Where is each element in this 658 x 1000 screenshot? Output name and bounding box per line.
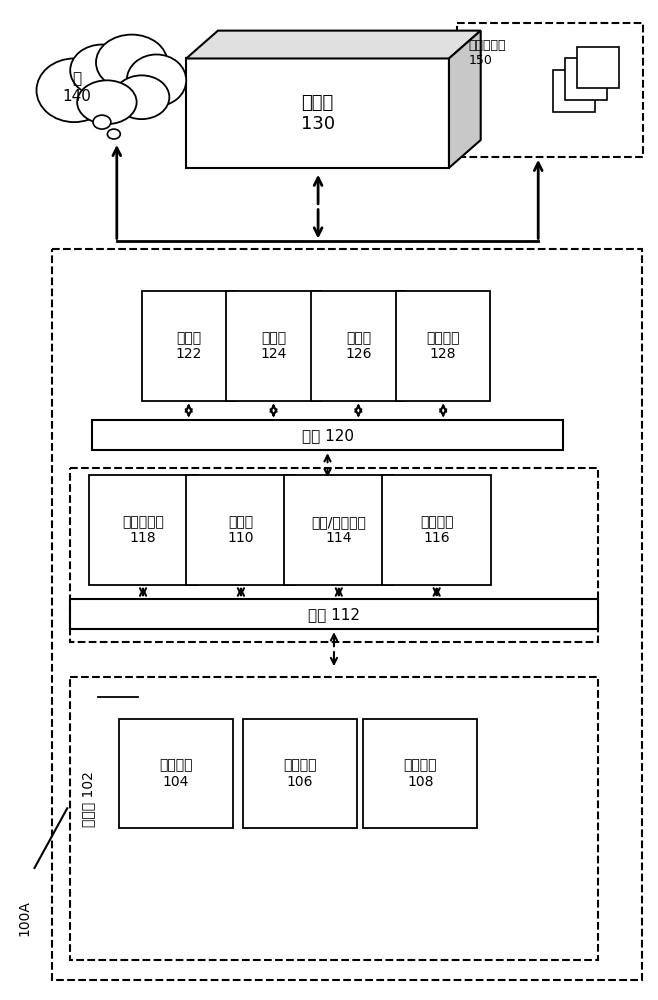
Bar — [141, 291, 236, 401]
Polygon shape — [449, 31, 481, 168]
Bar — [186, 58, 449, 168]
Text: 分布式系统
150: 分布式系统 150 — [468, 39, 506, 67]
Ellipse shape — [36, 58, 112, 122]
Text: 游戏界面
128: 游戏界面 128 — [426, 331, 460, 361]
Bar — [311, 291, 405, 401]
Text: 通信模块
116: 通信模块 116 — [420, 515, 453, 545]
Bar — [118, 719, 233, 828]
Text: 应用程序
106: 应用程序 106 — [283, 758, 316, 789]
Ellipse shape — [114, 75, 169, 119]
Text: 服务器
130: 服务器 130 — [301, 94, 335, 133]
Bar — [363, 719, 477, 828]
Bar — [577, 47, 619, 88]
Bar — [553, 70, 595, 112]
Bar — [70, 599, 597, 629]
Text: 100A: 100A — [18, 900, 32, 936]
Polygon shape — [186, 31, 481, 58]
Text: 致动器
126: 致动器 126 — [345, 331, 372, 361]
Text: 总线 112: 总线 112 — [308, 607, 360, 622]
Text: 界面 120: 界面 120 — [301, 428, 353, 443]
Text: 输入/输出模块
114: 输入/输出模块 114 — [311, 515, 367, 545]
Bar — [53, 249, 642, 980]
Text: 扬声器
124: 扬声器 124 — [261, 331, 287, 361]
Bar — [565, 58, 607, 100]
Text: 触觉模块
108: 触觉模块 108 — [403, 758, 437, 789]
Ellipse shape — [107, 129, 120, 139]
Bar — [70, 468, 597, 642]
Ellipse shape — [127, 54, 186, 106]
Bar — [226, 291, 320, 401]
Text: 操作系统
104: 操作系统 104 — [159, 758, 192, 789]
Ellipse shape — [96, 35, 167, 90]
Bar — [396, 291, 490, 401]
Bar — [92, 420, 563, 450]
Text: 协同处理器
118: 协同处理器 118 — [122, 515, 164, 545]
Bar — [186, 475, 295, 585]
Ellipse shape — [70, 45, 134, 96]
Bar — [284, 475, 393, 585]
Bar — [89, 475, 197, 585]
Bar — [243, 719, 357, 828]
Bar — [70, 677, 597, 960]
Text: 云
140: 云 140 — [63, 71, 91, 104]
Text: 存储器 102: 存储器 102 — [81, 771, 95, 827]
Text: 显示器
122: 显示器 122 — [176, 331, 202, 361]
Bar — [382, 475, 491, 585]
Ellipse shape — [77, 80, 137, 124]
Ellipse shape — [93, 115, 111, 129]
Text: 处理器
110: 处理器 110 — [228, 515, 254, 545]
Bar — [457, 23, 644, 157]
